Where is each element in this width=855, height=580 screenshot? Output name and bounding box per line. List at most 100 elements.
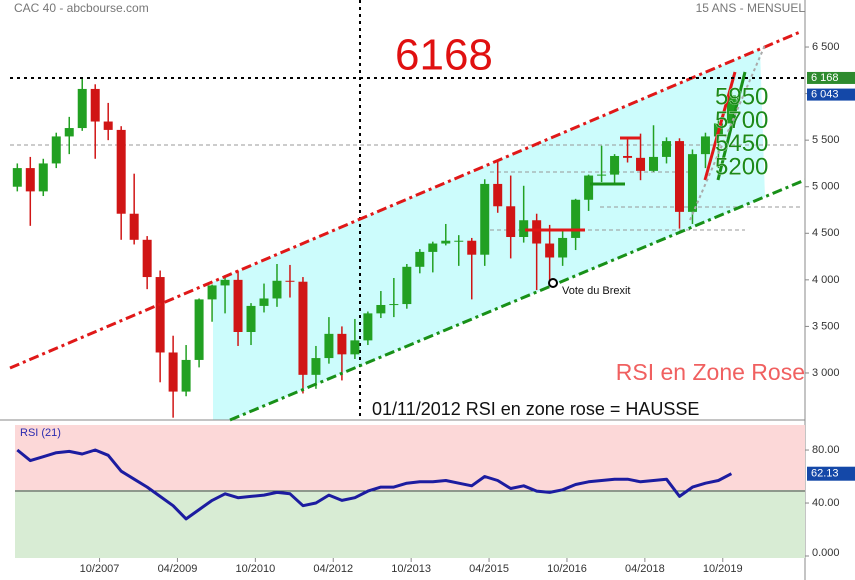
candle-body: [25, 168, 35, 192]
candle-body: [272, 280, 282, 299]
candle-body: [116, 129, 126, 214]
x-tick-label: 04/2009: [158, 563, 198, 575]
level-label: 5200: [715, 153, 768, 180]
candle-body: [220, 279, 230, 286]
candle-body: [194, 299, 204, 360]
candle-body: [389, 304, 399, 306]
candle-body: [726, 95, 736, 124]
candle-body: [454, 240, 464, 242]
candle-body: [441, 240, 451, 244]
y-tick-label: 5 000: [812, 181, 840, 193]
candle-body: [51, 136, 61, 164]
x-tick-label: 10/2007: [80, 563, 120, 575]
y-tick-label: 5 500: [812, 134, 840, 146]
candle-body: [64, 128, 74, 137]
candle-body: [636, 157, 646, 171]
price-badge: [807, 71, 855, 84]
x-tick-label: 10/2010: [235, 563, 275, 575]
candle-body: [350, 340, 360, 355]
candle-body: [155, 277, 165, 353]
candle-body: [246, 305, 256, 332]
y-tick-label: 6 500: [812, 41, 840, 53]
candle-body: [233, 279, 243, 332]
candles: [12, 77, 736, 418]
candle-body: [623, 155, 633, 158]
candle-body: [662, 141, 672, 157]
rsi-zone-high: [15, 425, 805, 490]
candle-body: [519, 220, 529, 238]
candle-body: [415, 251, 425, 267]
annotation: RSI en Zone Rose: [616, 359, 805, 385]
annotation: 6168: [395, 31, 493, 80]
candle-body: [181, 359, 191, 392]
x-tick-label: 04/2012: [313, 563, 353, 575]
candle-body: [584, 175, 594, 200]
y-tick-label: 80.00: [812, 444, 840, 456]
candle-body: [90, 88, 100, 122]
candle-body: [480, 183, 490, 255]
level-label: 5700: [715, 107, 768, 134]
candle-body: [363, 313, 373, 341]
trend-mark: [716, 71, 747, 181]
candle-body: [687, 154, 697, 212]
x-tick-label: 04/2018: [625, 563, 665, 575]
price-badge-label: 6 043: [811, 88, 839, 100]
price-badge-label: 6 168: [811, 72, 839, 84]
level-label: 5950: [715, 84, 768, 111]
annotation: 01/11/2012 RSI en zone rose = HAUSSE: [372, 399, 699, 419]
candle-body: [337, 333, 347, 355]
candle-body: [285, 280, 295, 282]
y-tick-label: 0.000: [812, 547, 840, 559]
rsi-zone-low: [15, 490, 805, 558]
projection: [689, 44, 766, 221]
channel-bottom: [229, 178, 806, 422]
y-tick-label: 3 500: [812, 320, 840, 332]
chart-subtitle: 15 ANS - MENSUEL: [696, 1, 806, 15]
x-tick-label: 10/2019: [703, 563, 743, 575]
y-tick-label: 4 500: [812, 227, 840, 239]
channel-top: [9, 30, 801, 370]
candle-body: [12, 168, 22, 187]
candle-body: [376, 304, 386, 314]
event-marker: [548, 278, 558, 288]
candle-body: [259, 298, 269, 306]
candle-body: [674, 141, 684, 212]
candle-body: [311, 358, 321, 375]
candle-body: [428, 243, 438, 252]
price-badge: [807, 88, 855, 101]
candle-body: [532, 220, 542, 244]
candle-body: [597, 174, 607, 176]
candle-body: [103, 121, 113, 130]
candle-body: [142, 239, 152, 278]
trend-mark: [703, 71, 737, 181]
candle-body: [298, 281, 308, 375]
y-tick-label: 40.00: [812, 497, 840, 509]
candle-body: [402, 266, 412, 305]
candle-body: [649, 156, 659, 171]
rsi-line: [16, 448, 733, 521]
y-tick-label: 4 000: [812, 274, 840, 286]
candle-body: [493, 183, 503, 207]
level-label: 5450: [715, 130, 768, 157]
value-badge: [807, 466, 855, 481]
candle-body: [506, 206, 516, 238]
value-badge-label: 62.13: [811, 468, 839, 480]
chart-title: CAC 40 - abcbourse.com: [14, 1, 149, 15]
candle-body: [129, 213, 139, 240]
candle-body: [545, 243, 555, 258]
rsi-title: RSI (21): [20, 427, 61, 439]
candle-body: [558, 237, 568, 258]
x-tick-label: 04/2015: [469, 563, 509, 575]
y-tick-label: 3 000: [812, 367, 840, 379]
candle-body: [207, 285, 217, 300]
candle-body: [571, 199, 581, 238]
x-tick-label: 10/2016: [547, 563, 587, 575]
candle-body: [610, 155, 620, 175]
candle-body: [168, 352, 178, 392]
overlays: 6168 RSI en Zone Rose 01/11/2012 RSI en …: [9, 1, 806, 422]
x-tick-label: 10/2013: [391, 563, 431, 575]
candle-body: [324, 333, 334, 359]
rsi-panel: RSI (21) 0.000 40.00 80.00 62.13: [15, 425, 855, 559]
candle-body: [38, 163, 48, 192]
candle-body: [77, 88, 87, 129]
